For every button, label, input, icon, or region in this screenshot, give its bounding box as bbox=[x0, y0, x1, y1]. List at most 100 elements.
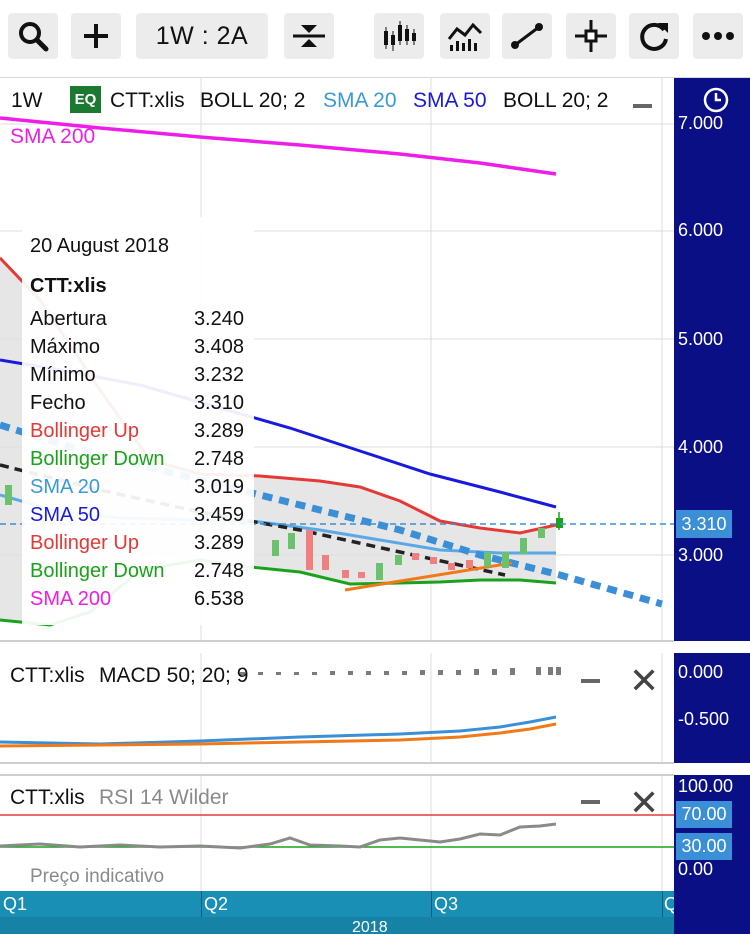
price-axis[interactable] bbox=[674, 78, 750, 641]
tooltip-label: Abertura bbox=[30, 308, 107, 330]
line-tool-icon bbox=[511, 23, 543, 49]
y-tick-7000: 7.000 bbox=[678, 113, 724, 133]
quarter-label-q4: Q4 bbox=[664, 894, 674, 914]
tooltip-row-open: Abertura 3.240 bbox=[30, 308, 244, 336]
tooltip-value: 3.408 bbox=[193, 336, 244, 358]
tooltip-value: 3.289 bbox=[193, 532, 244, 554]
macd-minimize-icon[interactable] bbox=[581, 679, 600, 683]
rsi-symbol-label: CTT:xlis bbox=[10, 786, 85, 809]
rsi-tick-0: 0.00 bbox=[678, 859, 714, 879]
quarter-label-q1: Q1 bbox=[3, 894, 28, 914]
add-icon bbox=[84, 24, 108, 48]
sma50-legend[interactable]: SMA 50 bbox=[413, 89, 487, 112]
tooltip-label: Bollinger Down bbox=[30, 448, 165, 470]
candles-icon bbox=[384, 21, 416, 51]
tooltip-symbol: CTT:xlis bbox=[30, 275, 107, 297]
quarter-label-q3: Q3 bbox=[434, 894, 459, 914]
tooltip-row-close: Fecho 3.310 bbox=[30, 392, 244, 420]
rsi-close-icon[interactable]: ✕ bbox=[629, 782, 660, 823]
rsi-minimize-icon[interactable] bbox=[581, 800, 600, 804]
tooltip-value: 3.232 bbox=[193, 364, 244, 386]
year-label: 2018 bbox=[352, 919, 388, 934]
search-icon bbox=[19, 22, 49, 52]
chart-type-icon bbox=[447, 22, 483, 51]
tooltip-label: Mínimo bbox=[30, 364, 96, 386]
tooltip-row-boll-down: Bollinger Down 2.748 bbox=[30, 448, 244, 476]
quarter-label-q2: Q2 bbox=[204, 894, 229, 914]
macd-tick-neg05: -0.500 bbox=[678, 709, 730, 729]
tooltip-date: 20 August 2018 bbox=[30, 235, 170, 257]
tooltip-value: 3.459 bbox=[193, 504, 244, 526]
indicative-price-watermark: Preço indicativo bbox=[30, 866, 165, 887]
range-label: 1W : 2A bbox=[155, 21, 249, 50]
crosshair-button[interactable] bbox=[566, 13, 616, 59]
rsi-tick-100: 100.00 bbox=[678, 776, 734, 796]
symbol-label: CTT:xlis bbox=[110, 89, 185, 112]
tooltip-value: 3.310 bbox=[193, 392, 244, 414]
macd-indicator-label[interactable]: MACD 50; 20; 9 bbox=[99, 664, 249, 687]
tooltip-row-sma50: SMA 50 3.459 bbox=[30, 504, 244, 532]
tooltip-row-boll-down-2: Bollinger Down 2.748 bbox=[30, 560, 244, 588]
period-label: 1W bbox=[11, 89, 43, 112]
tooltip-label: SMA 200 bbox=[30, 588, 112, 610]
refresh-button[interactable] bbox=[629, 13, 679, 59]
tooltip-label: SMA 50 bbox=[30, 504, 101, 526]
macd-axis[interactable] bbox=[674, 653, 750, 763]
macd-signal-line bbox=[0, 722, 557, 748]
tooltip-row-sma200: SMA 200 6.538 bbox=[30, 588, 244, 616]
tooltip-row-sma20: SMA 20 3.019 bbox=[30, 476, 244, 504]
tooltip-row-low: Mínimo 3.232 bbox=[30, 364, 244, 392]
macd-grid bbox=[200, 653, 663, 763]
macd-close-icon[interactable]: ✕ bbox=[629, 660, 660, 701]
y-tick-5000: 5.000 bbox=[678, 329, 724, 349]
rsi-line bbox=[0, 822, 557, 850]
time-axis[interactable]: Q1 Q2 Q3 Q4 2018 bbox=[0, 891, 750, 934]
tooltip-label: SMA 20 bbox=[30, 476, 101, 498]
macd-tick-0: 0.000 bbox=[678, 662, 724, 682]
refresh-icon bbox=[640, 22, 668, 51]
sma200-line bbox=[0, 116, 557, 176]
price-candles bbox=[5, 485, 563, 580]
tooltip-value: 2.748 bbox=[193, 448, 244, 470]
toolbar: 1W : 2A bbox=[0, 0, 750, 78]
boll-legend-2[interactable]: BOLL 20; 2 bbox=[503, 89, 609, 112]
sma20-legend[interactable]: SMA 20 bbox=[323, 89, 397, 112]
tooltip-row-boll-up-2: Bollinger Up 3.289 bbox=[30, 532, 244, 560]
y-tick-6000: 6.000 bbox=[678, 220, 724, 240]
tooltip-label: Bollinger Up bbox=[30, 420, 139, 442]
rsi-tag-70: 70.00 bbox=[676, 801, 732, 828]
tooltip-value: 3.289 bbox=[193, 420, 244, 442]
tooltip-label: Máximo bbox=[30, 336, 101, 358]
tooltip-label: Bollinger Down bbox=[30, 560, 165, 582]
y-tick-4000: 4.000 bbox=[678, 437, 724, 457]
line-tool-button[interactable] bbox=[502, 13, 552, 59]
support-line bbox=[344, 561, 513, 592]
crosshair-icon bbox=[575, 20, 607, 52]
data-tooltip: 20 August 2018 CTT:xlis Abertura 3.240 Má… bbox=[22, 217, 254, 625]
last-price-tag: 3.310 bbox=[676, 510, 732, 538]
tooltip-value: 3.240 bbox=[193, 308, 244, 330]
tooltip-value: 3.019 bbox=[193, 476, 244, 498]
macd-symbol-label: CTT:xlis bbox=[10, 664, 85, 687]
main-minimize-icon[interactable] bbox=[633, 104, 652, 108]
sma200-legend[interactable]: SMA 200 bbox=[10, 125, 96, 148]
search-button[interactable] bbox=[8, 13, 58, 59]
tooltip-value: 6.538 bbox=[193, 588, 244, 610]
y-tick-3000: 3.000 bbox=[678, 545, 724, 565]
more-icon bbox=[702, 32, 734, 40]
more-button[interactable] bbox=[693, 13, 743, 59]
tooltip-row-boll-up: Bollinger Up 3.289 bbox=[30, 420, 244, 448]
eq-badge: EQ bbox=[70, 86, 101, 113]
add-button[interactable] bbox=[71, 13, 121, 59]
compress-button[interactable] bbox=[284, 13, 334, 59]
tooltip-label: Fecho bbox=[30, 392, 86, 414]
tooltip-row-high: Máximo 3.408 bbox=[30, 336, 244, 364]
chart-type-button[interactable] bbox=[440, 13, 490, 59]
boll-legend-1[interactable]: BOLL 20; 2 bbox=[200, 89, 306, 112]
candles-button[interactable] bbox=[374, 13, 424, 59]
clock-icon[interactable] bbox=[702, 86, 730, 114]
range-selector[interactable]: 1W : 2A bbox=[136, 13, 268, 59]
rsi-indicator-label[interactable]: RSI 14 Wilder bbox=[99, 786, 229, 809]
tooltip-value: 2.748 bbox=[193, 560, 244, 582]
tooltip-label: Bollinger Up bbox=[30, 532, 139, 554]
